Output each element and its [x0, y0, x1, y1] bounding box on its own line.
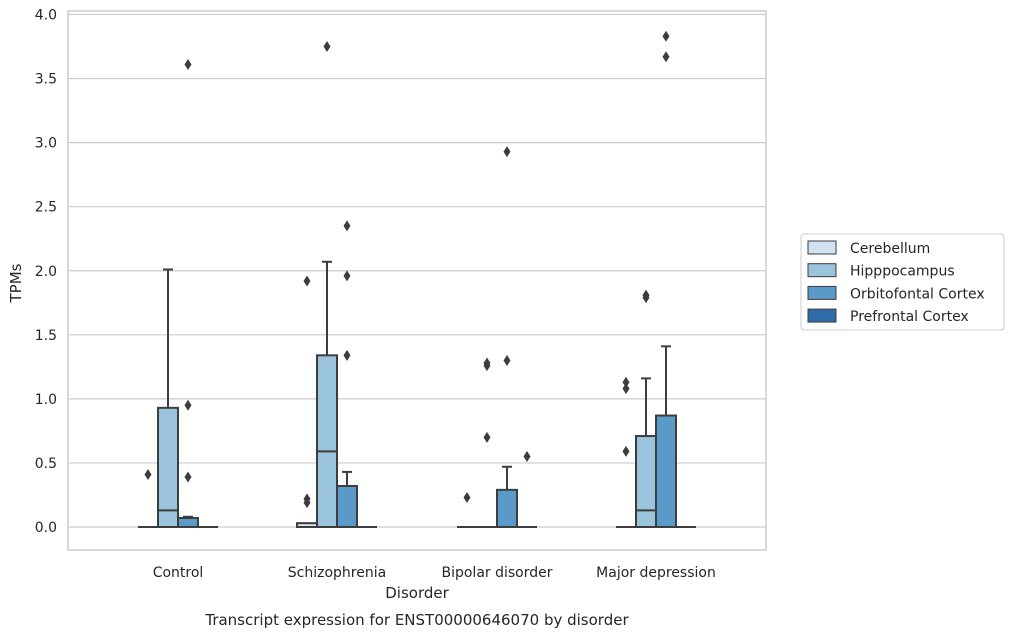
legend-frame — [800, 233, 1005, 331]
box-group — [457, 492, 477, 528]
y-tick-label: 2.0 — [35, 264, 57, 280]
box — [336, 485, 358, 528]
y-tick-label: 0.5 — [35, 456, 57, 472]
outlier-point — [622, 383, 630, 395]
outlier-point — [503, 146, 511, 158]
plot-frame — [67, 10, 767, 551]
legend-swatch — [807, 308, 837, 323]
x-tick-label: Bipolar disorder — [441, 565, 552, 581]
box-series — [138, 30, 696, 528]
box-group — [336, 220, 358, 528]
outlier-point — [622, 445, 630, 457]
box-group — [616, 376, 636, 528]
outlier-point — [642, 289, 650, 301]
box-group — [157, 268, 179, 528]
box-group — [177, 58, 199, 528]
y-tick-label: 4.0 — [35, 8, 57, 24]
y-tick-label: 3.0 — [35, 136, 57, 152]
chart-caption: Transcript expression for ENST0000064607… — [204, 611, 629, 629]
box-group — [477, 357, 497, 528]
x-axis-label: Disorder — [385, 584, 449, 602]
box-group — [296, 275, 318, 528]
legend-label: Prefrontal Cortex — [850, 309, 969, 325]
outlier-point — [184, 471, 192, 483]
y-axis-label: TPMs — [7, 263, 25, 303]
legend-label: Orbitofontal Cortex — [850, 286, 985, 302]
outlier-point — [303, 493, 311, 505]
outlier-point — [343, 220, 351, 232]
x-tick-label: Control — [153, 565, 204, 581]
outlier-point — [523, 451, 531, 463]
outlier-point — [184, 58, 192, 70]
legend-label: Cerebellum — [850, 241, 930, 257]
box — [316, 354, 338, 528]
box — [496, 488, 518, 528]
series-group — [177, 30, 677, 528]
y-tick-label: 1.5 — [35, 328, 57, 344]
outlier-point — [463, 492, 471, 504]
outlier-point — [323, 41, 331, 53]
legend-label: Hipppocampus — [850, 264, 955, 280]
series-group — [138, 275, 636, 528]
y-tick-label: 2.5 — [35, 200, 57, 216]
box-group — [316, 41, 338, 528]
legend-swatch — [807, 240, 837, 255]
series-group — [198, 451, 696, 528]
legend: Cerebellum Hipppocampus Orbitofontal Corte… — [800, 233, 1005, 331]
box — [655, 414, 677, 528]
y-axis: 0.0 0.5 1.0 1.5 2.0 2.5 3.0 3.5 4.0 — [35, 8, 57, 537]
y-tick-label: 1.0 — [35, 392, 57, 408]
series-group — [157, 41, 657, 528]
outlier-point — [184, 399, 192, 411]
x-tick-label: Schizophrenia — [288, 565, 386, 581]
y-tick-label: 3.5 — [35, 72, 57, 88]
box-group — [496, 146, 518, 528]
box — [635, 435, 657, 528]
box-group — [635, 289, 657, 528]
outlier-point — [303, 275, 311, 287]
box — [177, 517, 199, 528]
x-tick-label: Major depression — [596, 565, 716, 581]
legend-swatch — [807, 263, 837, 278]
outlier-point — [343, 349, 351, 361]
outlier-point — [343, 270, 351, 282]
box-group — [138, 468, 158, 528]
box — [157, 406, 179, 528]
outlier-point — [483, 431, 491, 443]
outlier-point — [662, 51, 670, 63]
outlier-point — [144, 468, 152, 480]
box-group — [517, 451, 537, 528]
legend-swatch — [807, 285, 837, 300]
y-tick-label: 0.0 — [35, 520, 57, 536]
box-group — [655, 30, 677, 528]
outlier-point — [622, 376, 630, 388]
outlier-point — [483, 357, 491, 369]
x-axis: Control Schizophrenia Bipolar disorder Majo… — [153, 565, 716, 581]
outlier-point — [503, 354, 511, 366]
outlier-point — [662, 30, 670, 42]
